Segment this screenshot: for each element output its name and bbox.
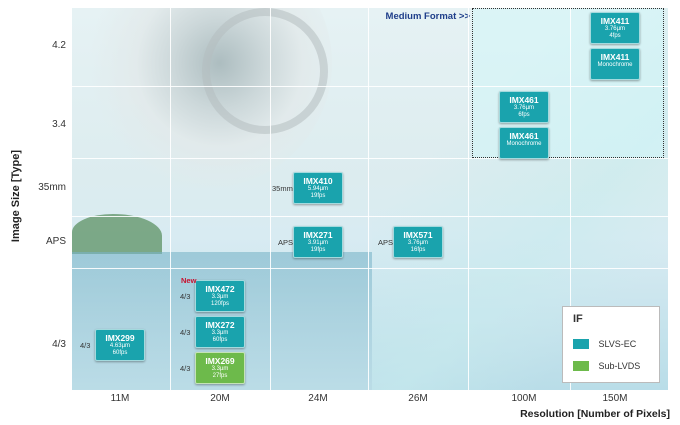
sensor-chip-imx472: IMX472 3.3µm 120fps xyxy=(195,280,245,312)
sensor-chip-imx269: IMX269 3.3µm 27fps xyxy=(195,352,245,384)
sensor-spec: 19fps xyxy=(310,247,326,253)
sensor-spec: 27fps xyxy=(212,373,228,379)
sensor-name: IMX410 xyxy=(303,176,333,186)
sensor-size-tag: 35mm xyxy=(272,184,293,193)
sensor-spec: 3.91µm xyxy=(307,240,329,246)
x-tick-label: 11M xyxy=(110,393,130,404)
legend-label-sublvds: Sub-LVDS xyxy=(598,360,641,371)
grid-line-vertical xyxy=(468,8,469,390)
sensor-spec: 4fps xyxy=(609,33,621,39)
legend-title: IF xyxy=(573,313,583,325)
grid-line-horizontal xyxy=(72,86,668,87)
grid-line-horizontal xyxy=(72,216,668,217)
legend-label-slvs: SLVS-EC xyxy=(598,338,637,349)
sensor-name: IMX411 xyxy=(600,52,630,62)
sensor-chip-imx411: IMX411 3.76µm 4fps xyxy=(590,12,640,44)
grid-line-vertical xyxy=(570,8,571,390)
y-tick-label: 3.4 xyxy=(52,119,66,130)
x-tick-label: 100M xyxy=(511,393,537,404)
island-image xyxy=(72,214,162,254)
grid-line-horizontal xyxy=(72,158,668,159)
sensor-chip-imx299: IMX299 4.63µm 60fps xyxy=(95,329,145,361)
legend-swatch-slvs xyxy=(573,338,589,349)
plot-area: Medium Format >> 4/3 4/3 4/3 4/3 APS 35mm APS … xyxy=(72,8,668,390)
sensor-size-tag: APS xyxy=(278,238,294,247)
sensor-chip-imx272: IMX272 3.3µm 60fps xyxy=(195,316,245,348)
x-tick-label: 20M xyxy=(210,393,230,404)
sensor-size-tag: APS xyxy=(378,238,394,247)
x-tick-label: 26M xyxy=(408,393,428,404)
sensor-name: IMX472 xyxy=(205,284,235,294)
sensor-spec: 5.94µm xyxy=(307,186,329,192)
x-axis-title: Resolution [Number of Pixels] xyxy=(520,408,670,420)
sensor-spec: 3.76µm xyxy=(407,240,429,246)
sensor-spec: 3.3µm xyxy=(211,330,229,336)
x-tick-label: 24M xyxy=(308,393,328,404)
sensor-spec: 3.76µm xyxy=(604,26,626,32)
sensor-size-tag: 4/3 xyxy=(180,292,191,301)
legend-item-slvs: SLVS-EC xyxy=(573,335,637,349)
sensor-spec: 3.3µm xyxy=(211,366,229,372)
sensor-size-tag: 4/3 xyxy=(180,364,191,373)
x-tick-label: 150M xyxy=(602,393,628,404)
sensor-name: IMX299 xyxy=(105,333,135,343)
sensor-size-tag: 4/3 xyxy=(80,341,91,350)
legend: IF SLVS-EC Sub-LVDS xyxy=(562,306,660,383)
legend-swatch-sublvds xyxy=(573,360,589,371)
y-tick-label: 35mm xyxy=(38,182,66,193)
y-axis-title: Image Size [Type] xyxy=(10,149,22,243)
sensor-name: IMX269 xyxy=(205,356,235,366)
sensor-spec: 4.63µm xyxy=(109,343,131,349)
sensor-chip-imx461: IMX461 Monochrome xyxy=(499,127,549,159)
grid-line-horizontal xyxy=(72,268,668,269)
sensor-size-tag: 4/3 xyxy=(180,328,191,337)
sensor-spec: 3.76µm xyxy=(513,105,535,111)
medium-format-label: Medium Format >> xyxy=(385,11,470,22)
sensor-name: IMX571 xyxy=(403,230,433,240)
y-tick-label: 4.2 xyxy=(52,40,66,51)
sensor-name: IMX271 xyxy=(303,230,333,240)
grid-line-vertical xyxy=(270,8,271,390)
grid-line-vertical xyxy=(368,8,369,390)
y-tick-label: 4/3 xyxy=(52,339,66,350)
sensor-chip-imx461: IMX461 3.76µm 6fps xyxy=(499,91,549,123)
sensor-name: IMX461 xyxy=(509,131,539,141)
sensor-spec: Monochrome xyxy=(506,141,542,147)
lens-ring xyxy=(202,8,328,134)
y-tick-label: APS xyxy=(45,236,66,247)
sensor-spec: 6fps xyxy=(518,112,530,118)
sensor-name: IMX272 xyxy=(205,320,235,330)
sensor-spec: 120fps xyxy=(210,301,229,307)
sensor-chip-imx271: IMX271 3.91µm 19fps xyxy=(293,226,343,258)
sensor-name: IMX461 xyxy=(509,95,539,105)
grid-line-vertical xyxy=(170,8,171,390)
sensor-chip-imx410: IMX410 5.94µm 19fps xyxy=(293,172,343,204)
sensor-spec: 16fps xyxy=(410,247,426,253)
sensor-chip-imx411: IMX411 Monochrome xyxy=(590,48,640,80)
sensor-chip-imx571: IMX571 3.76µm 16fps xyxy=(393,226,443,258)
sensor-spec: 60fps xyxy=(212,337,228,343)
sensor-spec: Monochrome xyxy=(597,62,633,68)
sensor-spec: 3.3µm xyxy=(211,294,229,300)
legend-item-sublvds: Sub-LVDS xyxy=(573,357,641,371)
sensor-spec: 19fps xyxy=(310,193,326,199)
new-badge: New xyxy=(181,276,197,285)
sensor-name: IMX411 xyxy=(600,16,630,26)
sensor-spec: 60fps xyxy=(112,350,128,356)
